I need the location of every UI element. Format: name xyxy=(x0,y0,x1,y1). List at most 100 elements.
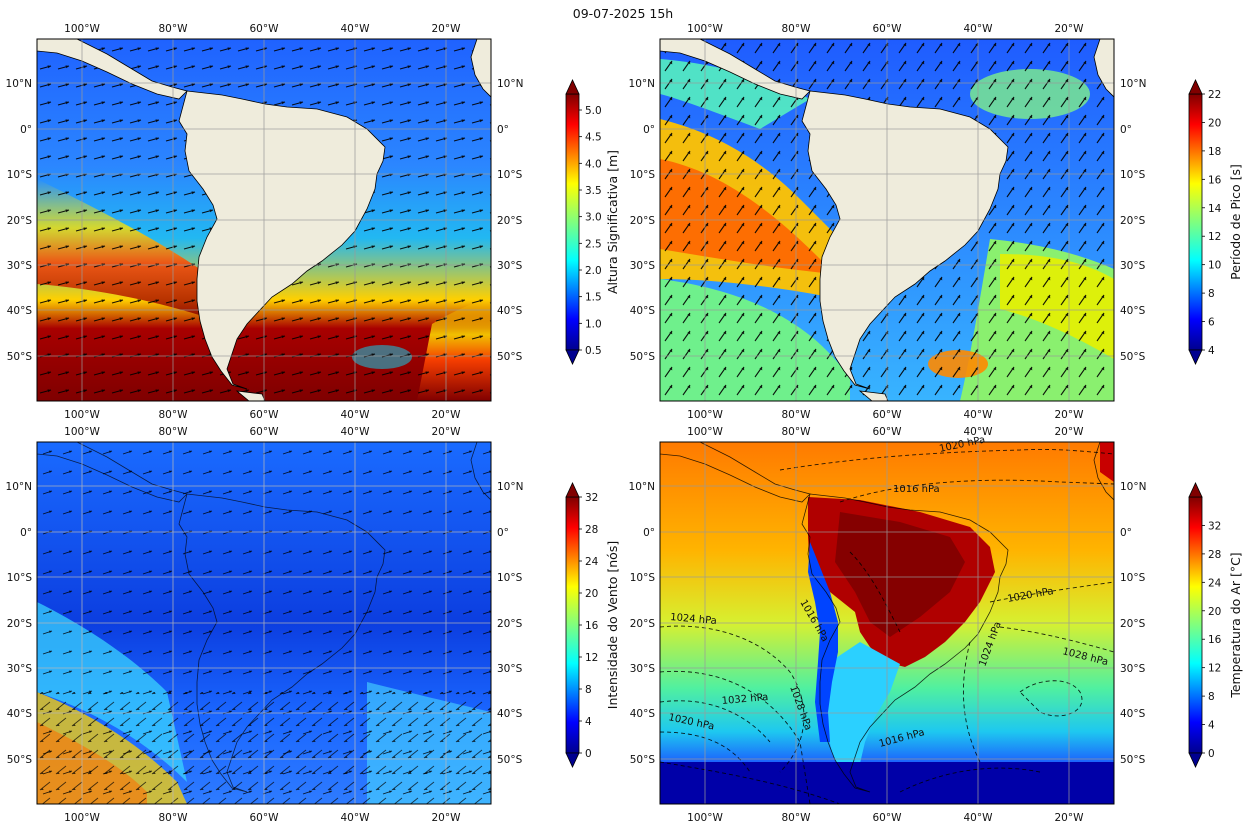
lon-tick-label: 60°W xyxy=(873,812,903,824)
colorbar-tick-label: 20 xyxy=(1208,117,1221,129)
colorbar-tick-label: 24 xyxy=(1208,577,1222,589)
isobar-label: 1016 hPa xyxy=(893,484,940,495)
colorbar-tick-label: 6 xyxy=(1208,317,1215,329)
lon-labels-bottom: 100°W 80°W 60°W 40°W 20°W xyxy=(64,812,461,824)
lat-tick-label: 30°S xyxy=(7,260,33,272)
lat-tick-label: 40°S xyxy=(630,708,656,720)
colorbar-label: Temperatura do Ar [°C] xyxy=(1228,552,1243,698)
figure-title: 09-07-2025 15h xyxy=(573,6,673,21)
colorbar-min-extend xyxy=(565,752,580,768)
graticule xyxy=(660,442,1114,804)
lon-tick-label: 40°W xyxy=(964,812,994,824)
lat-tick-label: 0° xyxy=(20,124,32,136)
panel-wind-speed: 100°W 80°W 60°W 40°W 20°W 100°W 80°W 60°W 40°W 2… xyxy=(6,426,524,824)
colorbar-tick-label: 16 xyxy=(1208,634,1222,646)
colorbar-tick-label: 4 xyxy=(1208,720,1215,732)
lon-tick-label: 60°W xyxy=(250,426,280,438)
lon-tick-label: 80°W xyxy=(782,409,812,421)
lon-tick-label: 40°W xyxy=(964,23,994,35)
colorbar-max-extend xyxy=(1188,79,1203,95)
colorbar-tick-label: 8 xyxy=(1208,288,1215,300)
t2m-andes-cold xyxy=(808,542,838,742)
colorbar-gradient xyxy=(1188,93,1203,351)
lat-tick-label: 20°S xyxy=(7,215,33,227)
lon-tick-label: 80°W xyxy=(159,409,189,421)
lat-tick-label: 0° xyxy=(1120,124,1132,136)
colorbar-min-extend xyxy=(565,349,580,365)
lon-labels-top: 100°W 80°W 60°W 40°W 20°W xyxy=(64,426,461,438)
lon-tick-label: 100°W xyxy=(64,812,100,824)
lat-tick-label: 10°S xyxy=(497,572,523,584)
lat-tick-label: 50°S xyxy=(1120,754,1146,766)
lon-tick-label: 40°W xyxy=(341,426,371,438)
t2m-continent-interior xyxy=(835,512,965,637)
panel-peak-period: 100°W 80°W 60°W 40°W 20°W 100°W 80°W 60°W 40°W 2… xyxy=(629,23,1147,421)
lon-tick-label: 40°W xyxy=(964,409,994,421)
map-frame xyxy=(659,38,1115,402)
lon-tick-label: 100°W xyxy=(64,409,100,421)
colorbar-peak-period: 4 6 8 10 12 14 16 18 20 22 Período de Pico [s] xyxy=(1188,79,1243,365)
lat-tick-label: 10°S xyxy=(630,572,656,584)
lon-tick-label: 40°W xyxy=(964,426,994,438)
lat-tick-label: 10°S xyxy=(630,169,656,181)
colorbar-tick-label: 2.0 xyxy=(585,265,602,277)
colorbar-tick-label: 16 xyxy=(1208,174,1222,186)
colorbar-tick-label: 4 xyxy=(585,716,592,728)
lat-tick-label: 10°N xyxy=(6,78,32,90)
lat-tick-label: 30°S xyxy=(630,260,656,272)
colorbar-label: Período de Pico [s] xyxy=(1228,164,1243,280)
colorbar-tick-label: 2.5 xyxy=(585,238,602,250)
lat-tick-label: 0° xyxy=(643,124,655,136)
t2m-north-africa xyxy=(1100,442,1114,482)
lat-tick-label: 40°S xyxy=(7,708,33,720)
lat-tick-label: 40°S xyxy=(630,305,656,317)
lat-tick-label: 10°S xyxy=(7,572,33,584)
lat-tick-label: 50°S xyxy=(497,754,523,766)
lon-labels-top: 100°W 80°W 60°W 40°W 20°W xyxy=(687,23,1084,35)
lon-labels-top: 100°W 80°W 60°W 40°W 20°W xyxy=(687,426,1084,438)
colorbar-tick-label: 4.0 xyxy=(585,158,602,170)
lat-labels-right: 10°N 0° 10°S 20°S 30°S 40°S 50°S xyxy=(1120,78,1146,363)
lat-tick-label: 40°S xyxy=(7,305,33,317)
lon-tick-label: 100°W xyxy=(64,426,100,438)
lon-tick-label: 60°W xyxy=(873,426,903,438)
lon-tick-label: 20°W xyxy=(432,409,462,421)
lat-tick-label: 10°N xyxy=(6,481,32,493)
map-frame xyxy=(36,441,492,805)
lon-tick-label: 40°W xyxy=(341,812,371,824)
graticule xyxy=(37,39,491,401)
lat-tick-label: 0° xyxy=(643,527,655,539)
lat-tick-label: 20°S xyxy=(630,215,656,227)
colorbar-min-extend xyxy=(1188,752,1203,768)
lat-tick-label: 10°S xyxy=(7,169,33,181)
lon-tick-label: 20°W xyxy=(1055,812,1085,824)
map-frame xyxy=(659,441,1115,805)
lat-tick-label: 10°N xyxy=(629,78,655,90)
lon-tick-label: 100°W xyxy=(687,812,723,824)
lat-tick-label: 10°N xyxy=(1120,481,1146,493)
t2m-continent-south xyxy=(822,642,900,792)
lon-tick-label: 60°W xyxy=(250,23,280,35)
colorbar-tick-label: 20 xyxy=(585,588,598,600)
lat-tick-label: 50°S xyxy=(1120,351,1146,363)
colorbar-tick-label: 12 xyxy=(585,652,598,664)
colorbar-air-temperature: 0 4 8 12 16 20 24 28 32 Temperatura do Ar [°C] xyxy=(1188,482,1243,768)
lat-tick-label: 10°N xyxy=(497,78,523,90)
lat-tick-label: 30°S xyxy=(1120,663,1146,675)
lat-tick-label: 50°S xyxy=(630,351,656,363)
isobars xyxy=(660,449,1114,804)
lat-labels-right: 10°N 0° 10°S 20°S 30°S 40°S 50°S xyxy=(497,481,523,766)
colorbar-gradient xyxy=(1188,496,1203,754)
lat-tick-label: 40°S xyxy=(497,305,523,317)
graticule xyxy=(37,442,491,804)
lat-tick-label: 0° xyxy=(1120,527,1132,539)
colorbar-tick-label: 32 xyxy=(1208,520,1221,532)
colorbar-tick-label: 22 xyxy=(1208,89,1221,101)
lon-tick-label: 20°W xyxy=(432,426,462,438)
lat-tick-label: 20°S xyxy=(1120,618,1146,630)
colorbar-label: Altura Significativa [m] xyxy=(605,150,620,294)
colorbar-max-extend xyxy=(1188,482,1203,498)
lon-tick-label: 100°W xyxy=(687,409,723,421)
colorbar-tick-label: 12 xyxy=(1208,663,1221,675)
